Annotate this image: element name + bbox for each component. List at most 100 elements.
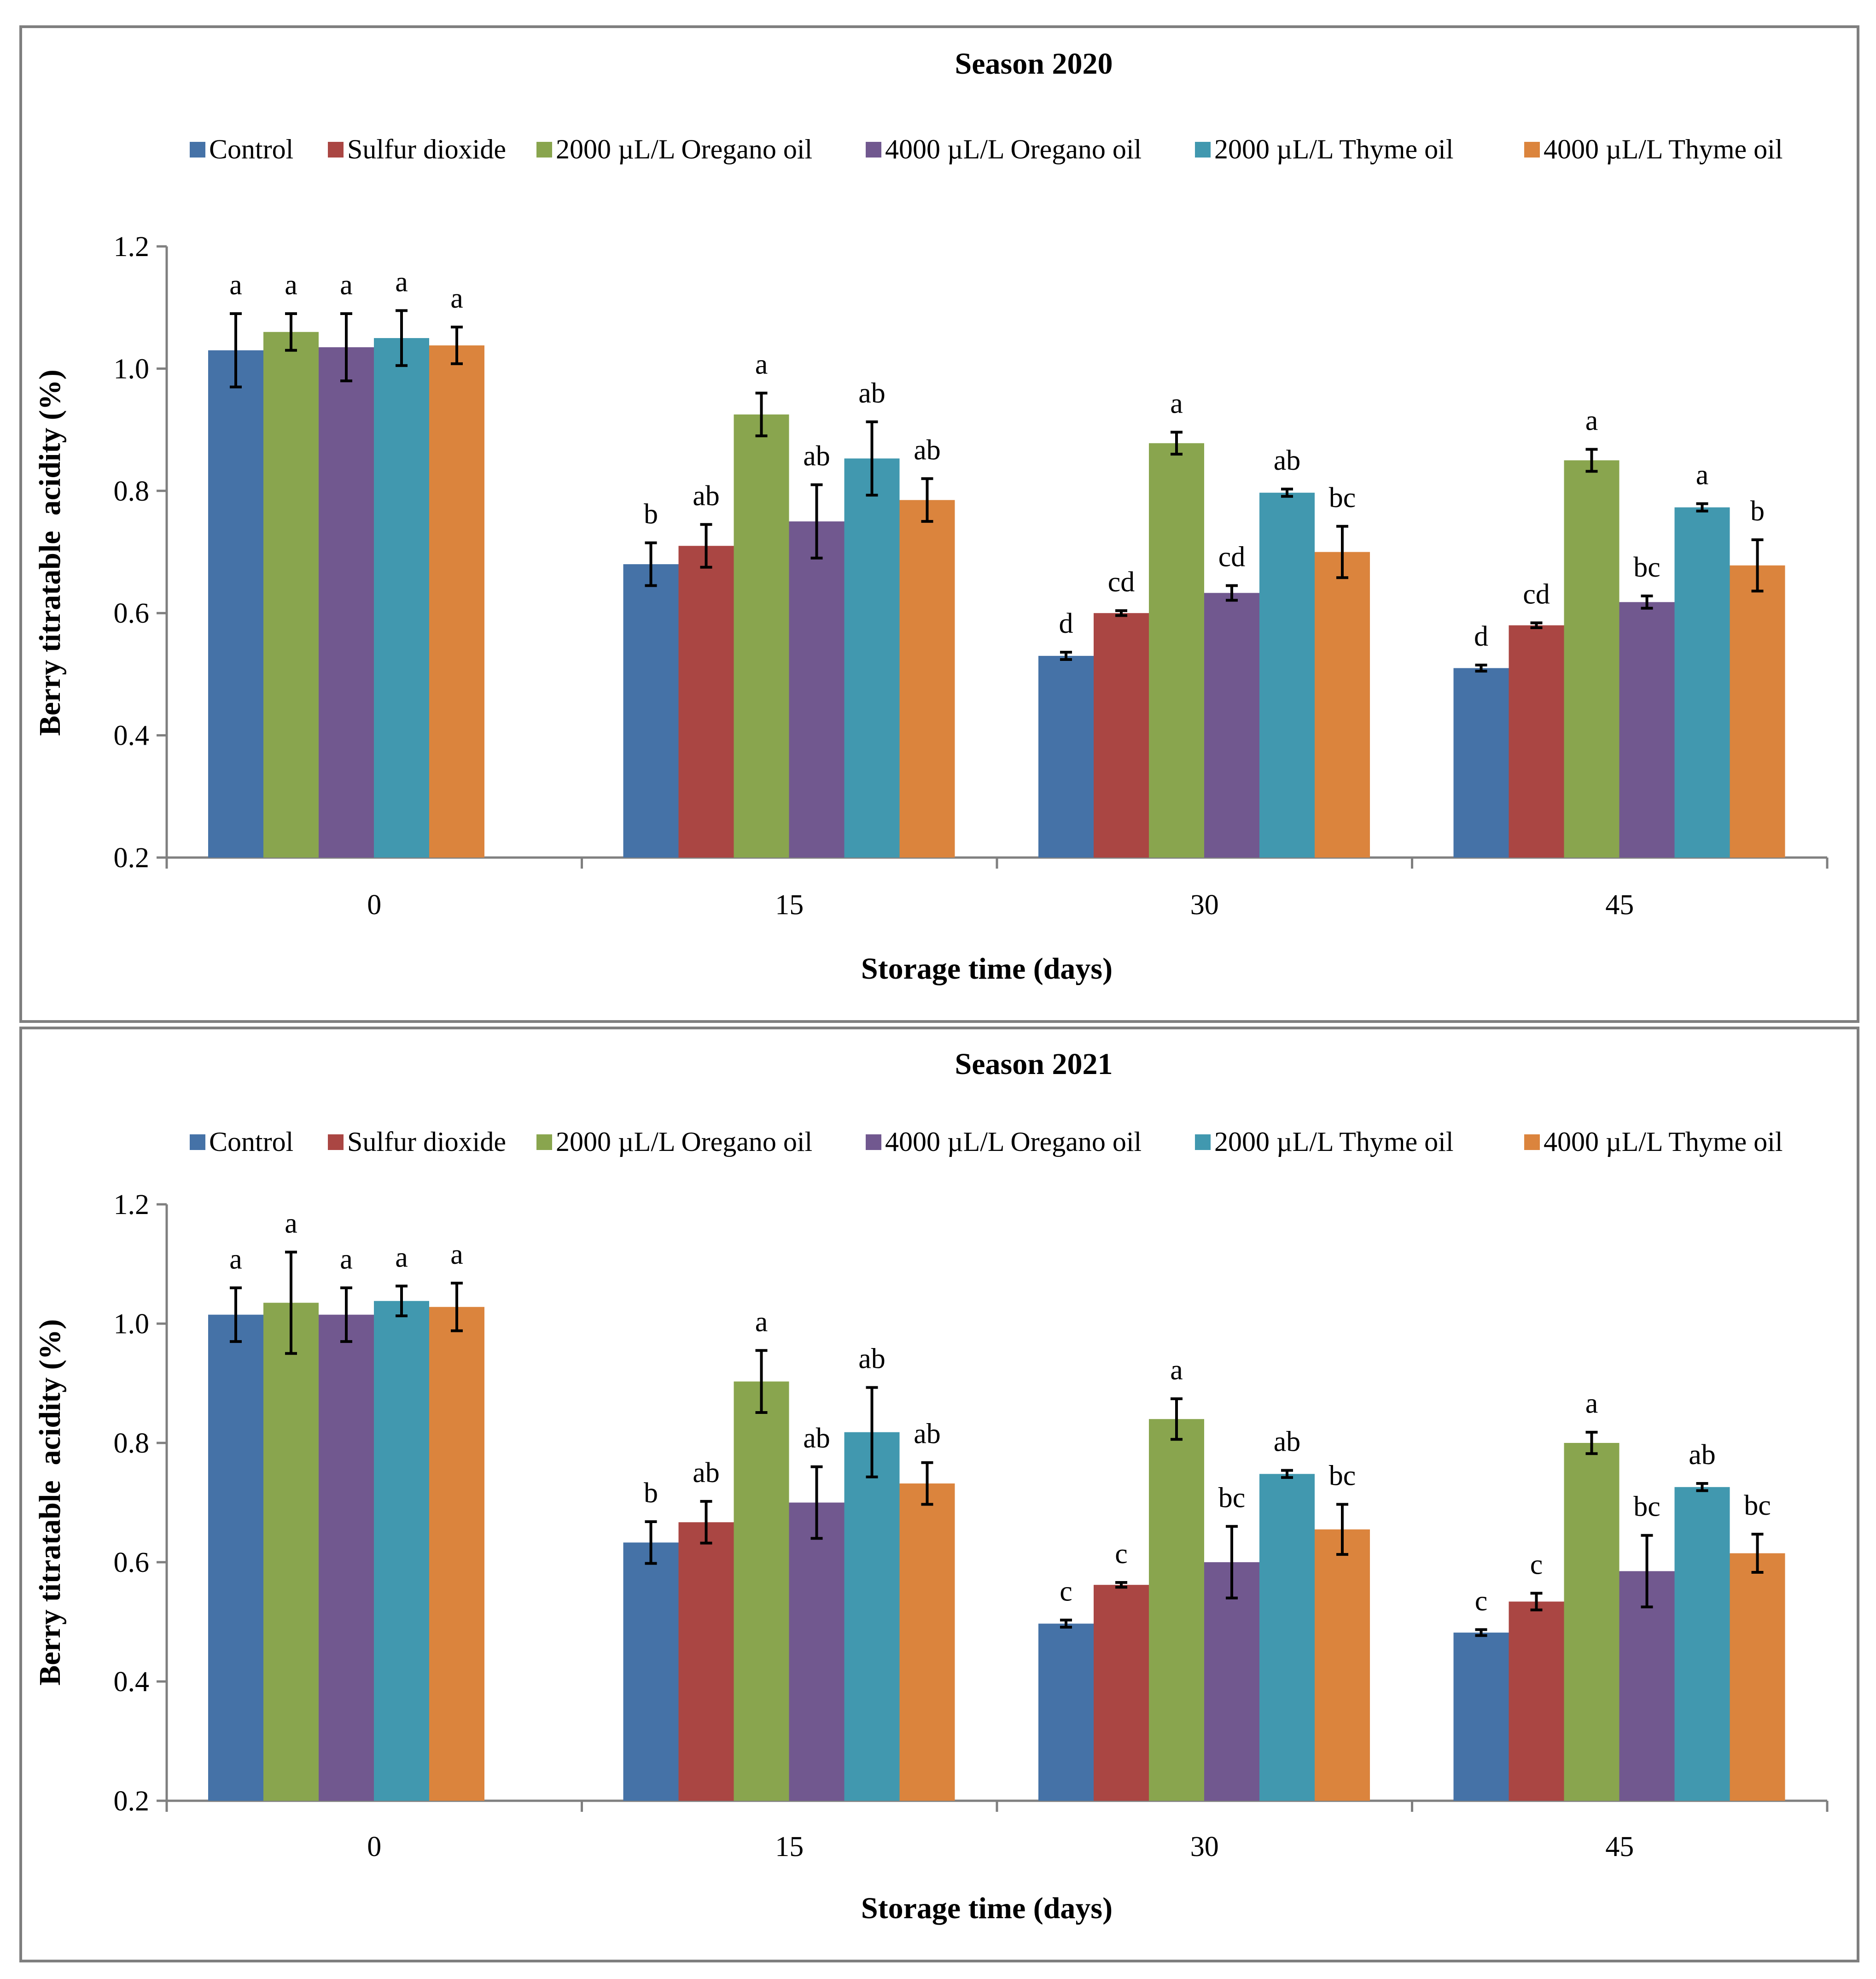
y-tick-label: 1.2 xyxy=(114,1189,150,1220)
bar xyxy=(1204,1562,1259,1801)
significance-label: a xyxy=(755,1306,768,1337)
bar xyxy=(1204,593,1259,858)
y-tick-label: 0.8 xyxy=(114,1428,150,1459)
bar xyxy=(1674,1487,1730,1801)
bar xyxy=(429,345,484,858)
significance-label: a xyxy=(395,266,408,298)
legend-label: 2000 µL/L Thyme oil xyxy=(1214,1127,1454,1157)
significance-label: cd xyxy=(1218,541,1246,572)
significance-label: c xyxy=(1115,1538,1128,1570)
bar xyxy=(374,1301,429,1801)
significance-label: d xyxy=(1474,621,1488,652)
bar xyxy=(208,350,263,858)
chart-title: Season 2020 xyxy=(955,47,1113,81)
legend-label: Sulfur dioxide xyxy=(347,1127,506,1157)
significance-label: ab xyxy=(693,1457,720,1489)
bar xyxy=(734,1381,789,1801)
bar xyxy=(1315,552,1370,858)
legend-label: 4000 µL/L Thyme oil xyxy=(1544,134,1783,164)
bar xyxy=(1259,492,1315,858)
y-tick-label: 0.6 xyxy=(114,598,150,629)
y-tick-label: 0.2 xyxy=(114,842,150,874)
significance-label: bc xyxy=(1633,552,1660,583)
bar xyxy=(734,414,789,858)
significance-label: a xyxy=(1585,405,1598,437)
x-tick-label: 45 xyxy=(1605,889,1634,921)
bar xyxy=(1674,507,1730,858)
significance-label: bc xyxy=(1744,1490,1771,1521)
significance-label: a xyxy=(450,283,463,314)
significance-label: a xyxy=(395,1242,408,1273)
chart-panel-0: Season 2020 Control Sulfur dioxide 2000 µL/… xyxy=(19,25,1859,1023)
chart-panel-1: Season 2021 Control Sulfur dioxide 2000 µL/… xyxy=(19,1027,1859,1962)
significance-label: a xyxy=(755,349,768,380)
x-tick-label: 30 xyxy=(1190,889,1219,921)
significance-label: bc xyxy=(1218,1482,1246,1513)
bar xyxy=(1509,625,1564,858)
significance-label: ab xyxy=(858,378,886,409)
y-tick-label: 0.8 xyxy=(114,476,150,507)
bar xyxy=(1619,1571,1675,1801)
y-tick-label: 0.4 xyxy=(114,720,150,752)
significance-label: a xyxy=(450,1239,463,1270)
bar xyxy=(623,1542,679,1801)
significance-label: a xyxy=(340,1243,353,1275)
significance-label: ab xyxy=(858,1343,886,1375)
x-tick-label: 30 xyxy=(1190,1831,1219,1862)
bar xyxy=(1149,1419,1204,1801)
y-tick-label: 1.0 xyxy=(114,1308,150,1340)
bar xyxy=(1564,460,1620,858)
bar xyxy=(1149,443,1204,858)
legend-swatch xyxy=(866,1134,881,1150)
bar xyxy=(678,546,734,858)
bar xyxy=(1453,1632,1509,1801)
significance-label: b xyxy=(1750,496,1765,527)
significance-label: ab xyxy=(803,441,830,472)
bar xyxy=(1730,1553,1785,1801)
legend-label: Control xyxy=(209,134,293,164)
bar xyxy=(844,1432,900,1801)
legend-swatch xyxy=(536,1134,552,1150)
significance-label: a xyxy=(1585,1388,1598,1419)
bar xyxy=(1038,1623,1094,1801)
y-tick-label: 0.2 xyxy=(114,1786,150,1817)
bar xyxy=(899,500,955,858)
legend-swatch xyxy=(1524,1134,1540,1150)
bar xyxy=(263,332,319,858)
bar xyxy=(678,1522,734,1801)
legend-label: 4000 µL/L Thyme oil xyxy=(1544,1127,1783,1157)
significance-label: bc xyxy=(1329,1460,1356,1491)
bar xyxy=(1094,613,1149,858)
legend-swatch xyxy=(328,1134,344,1150)
significance-label: a xyxy=(1170,388,1183,419)
significance-label: b xyxy=(644,499,658,530)
bar xyxy=(319,1314,374,1801)
significance-label: ab xyxy=(803,1423,830,1454)
bar xyxy=(1094,1585,1149,1801)
x-tick-label: 15 xyxy=(775,1831,804,1862)
bar xyxy=(844,458,900,858)
bar xyxy=(1315,1529,1370,1801)
bar xyxy=(1038,656,1094,858)
significance-label: ab xyxy=(1274,1426,1301,1458)
significance-label: bc xyxy=(1633,1491,1660,1523)
legend-swatch xyxy=(1195,1134,1211,1150)
y-tick-label: 0.6 xyxy=(114,1547,150,1578)
bar xyxy=(789,1502,845,1801)
legend-label: 2000 µL/L Thyme oil xyxy=(1214,134,1454,164)
significance-label: bc xyxy=(1329,482,1356,514)
legend-label: 4000 µL/L Oregano oil xyxy=(885,1127,1142,1157)
significance-label: d xyxy=(1059,608,1073,639)
significance-label: a xyxy=(340,269,353,301)
significance-label: cd xyxy=(1108,566,1135,598)
chart-title: Season 2021 xyxy=(955,1047,1113,1081)
significance-label: a xyxy=(1170,1354,1183,1386)
significance-label: cd xyxy=(1523,578,1550,610)
y-tick-label: 0.4 xyxy=(114,1666,150,1698)
bar xyxy=(1259,1474,1315,1801)
significance-label: ab xyxy=(1689,1439,1716,1471)
significance-label: a xyxy=(285,269,297,301)
significance-label: a xyxy=(229,269,242,301)
y-axis-title: Berry titratable acidity (%) xyxy=(33,1319,67,1685)
legend-label: Control xyxy=(209,1127,293,1157)
